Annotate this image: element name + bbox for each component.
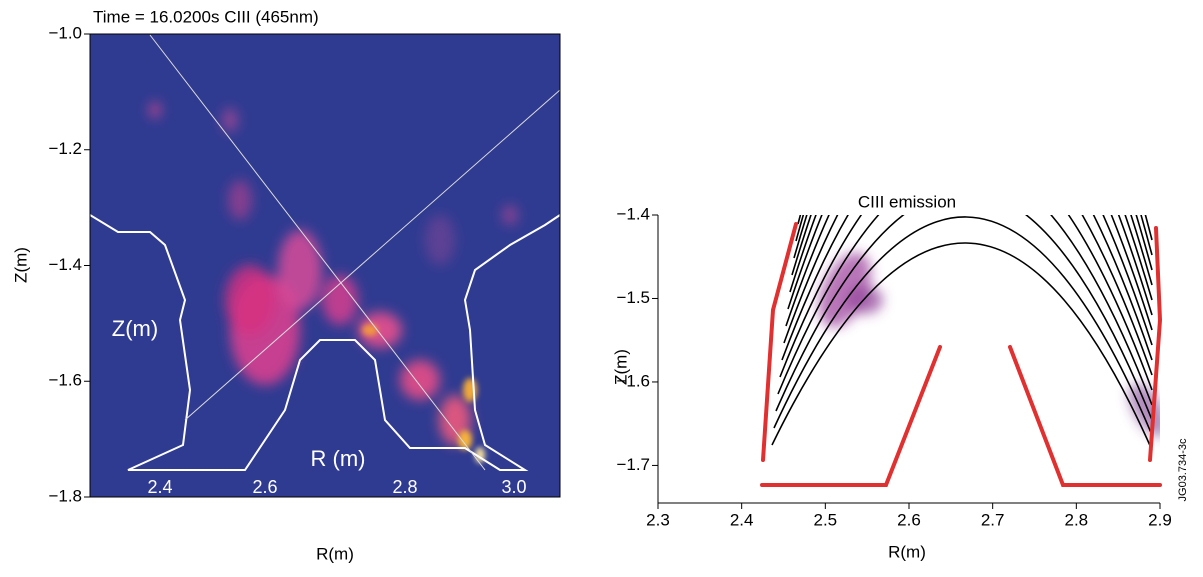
y-tick-label: −1.8: [48, 486, 82, 505]
x-tick-label: 2.6: [897, 510, 921, 529]
flux-surface: [1144, 215, 1153, 241]
side-label: JG03.734-3c: [1177, 438, 1189, 501]
tomography-image: [90, 34, 560, 497]
chart-title: Time = 16.0200s CIII (465nm): [93, 7, 319, 26]
flux-surface: [775, 215, 1153, 421]
y-tick-label: −1.4: [616, 204, 650, 223]
y-tick-label: −1.6: [48, 371, 82, 390]
x-tick-label: 2.5: [814, 510, 838, 529]
x-axis-label: R(m): [888, 542, 926, 561]
flux-surface: [795, 215, 1153, 271]
y-tick-label: −1.6: [616, 371, 650, 390]
image-annotation: R (m): [311, 446, 366, 471]
flux-surface: [793, 215, 1153, 286]
flux-surface: [779, 215, 1153, 391]
image-annotation: 2.8: [392, 477, 417, 497]
y-tick-label: −1.2: [48, 139, 82, 158]
image-annotation: 2.4: [147, 477, 172, 497]
x-axis-label: R(m): [316, 544, 354, 563]
flux-surface: [783, 215, 1153, 361]
flux-surface: [791, 215, 1153, 301]
x-tick-label: 2.7: [981, 510, 1005, 529]
flux-surface: [781, 215, 1153, 376]
divertor: [760, 222, 1163, 487]
flux-surface: [797, 215, 1153, 256]
y-tick-label: −1.5: [616, 288, 650, 307]
flux-surface: [777, 215, 1153, 406]
emission-plot: [771, 215, 1160, 451]
image-annotation: 3.0: [501, 477, 526, 497]
y-tick-label: −1.7: [616, 455, 650, 474]
image-annotation: Z(m): [112, 316, 158, 341]
flux-surface: [773, 216, 1153, 436]
y-tick-label: −1.4: [48, 255, 82, 274]
image-annotation: 2.6: [252, 477, 277, 497]
y-tick-label: −1.0: [48, 23, 82, 42]
x-tick-label: 2.3: [646, 510, 670, 529]
flux-surface: [771, 242, 1153, 451]
emission: [149, 102, 518, 445]
x-tick-label: 2.9: [1148, 510, 1172, 529]
y-axis-label: Z(m): [611, 349, 630, 385]
x-tick-label: 2.8: [1065, 510, 1089, 529]
emission: [818, 252, 1160, 437]
y-axis-label: Z(m): [11, 247, 30, 283]
chart-title: CIII emission: [858, 192, 956, 211]
x-tick-label: 2.4: [730, 510, 754, 529]
